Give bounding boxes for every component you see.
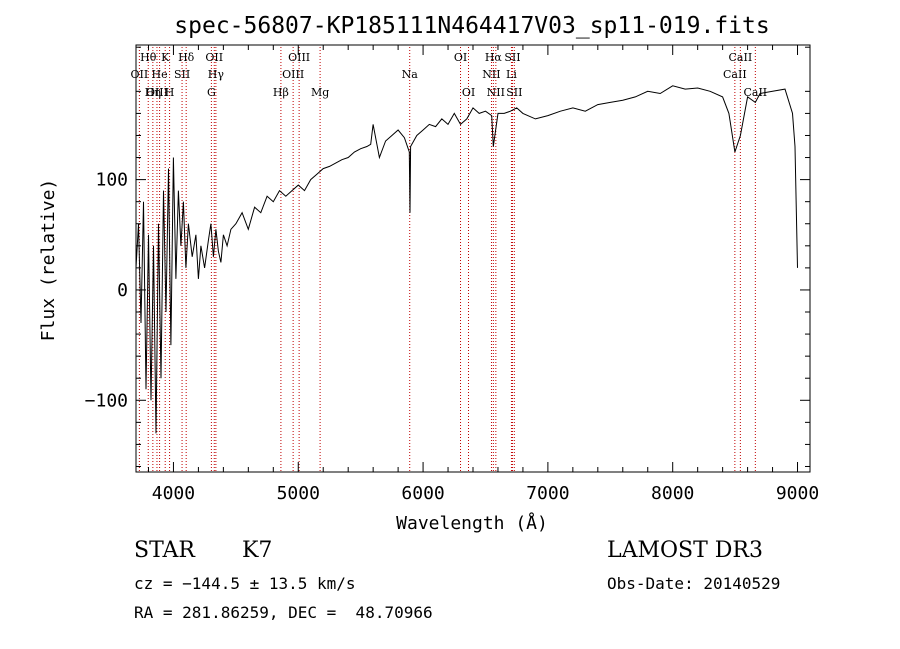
survey-name: LAMOST DR3 — [607, 538, 763, 563]
observation-date: Obs-Date: 20140529 — [607, 574, 781, 593]
line-label-26: SII — [506, 86, 522, 99]
line-label-19: Hη — [145, 86, 161, 99]
redshift-velocity: cz = −144.5 ± 13.5 km/s — [134, 574, 356, 593]
line-label-12: Hγ — [208, 68, 225, 81]
line-label-14: Na — [402, 68, 419, 81]
line-label-13: OIII — [282, 68, 304, 81]
line-label-9: OII — [131, 68, 149, 81]
line-label-16: Li — [506, 68, 517, 81]
line-label-0: Hθ — [140, 51, 157, 64]
x-tick-label-2: 6000 — [401, 483, 444, 504]
line-label-1: K — [161, 51, 170, 64]
y-tick-label-0: −100 — [85, 390, 128, 411]
line-label-21: G — [207, 86, 216, 99]
x-axis-label: Wavelength (Å) — [396, 512, 548, 534]
x-tick-label-3: 7000 — [526, 483, 569, 504]
x-axis: 4000 5000 6000 7000 8000 9000 — [147, 45, 819, 504]
line-label-15: NII — [482, 68, 500, 81]
coordinates: RA = 281.86259, DEC = 48.70966 — [134, 603, 433, 622]
line-label-2: Hδ — [178, 51, 195, 64]
line-label-23: Mg — [311, 86, 329, 99]
line-label-27: CaII — [743, 86, 767, 99]
y-tick-label-1: 0 — [117, 280, 128, 301]
emission-line-markers — [138, 47, 756, 472]
x-tick-label-4: 8000 — [651, 483, 694, 504]
line-label-3: OII — [205, 51, 223, 64]
line-label-5: OI — [454, 51, 467, 64]
y-axis: −100 0 100 — [85, 46, 810, 467]
y-tick-label-2: 100 — [95, 170, 128, 191]
line-label-18: OIII — [146, 86, 168, 99]
chart-title: spec-56807-KP185111N464417V03_sp11-019.f… — [174, 13, 769, 39]
line-label-4: OIII — [288, 51, 310, 64]
object-class: STAR — [134, 538, 195, 563]
line-label-22: Hβ — [273, 86, 289, 99]
line-label-7: SII — [504, 51, 520, 64]
line-label-24: OI — [462, 86, 475, 99]
y-axis-label: Flux (relative) — [38, 179, 59, 342]
line-label-10: He — [152, 68, 168, 81]
line-label-8: CaII — [729, 51, 753, 64]
object-subclass: K7 — [242, 538, 273, 563]
line-label-25: NII — [487, 86, 505, 99]
x-tick-label-1: 5000 — [277, 483, 320, 504]
line-label-20: H — [165, 86, 175, 99]
line-label-6: Hα — [485, 51, 503, 64]
x-tick-label-0: 4000 — [152, 483, 195, 504]
spectrum-series-line — [135, 85, 798, 434]
x-tick-label-5: 9000 — [776, 483, 819, 504]
line-label-17: CaII — [723, 68, 747, 81]
plot-frame — [135, 44, 811, 473]
line-label-11: SII — [174, 68, 190, 81]
